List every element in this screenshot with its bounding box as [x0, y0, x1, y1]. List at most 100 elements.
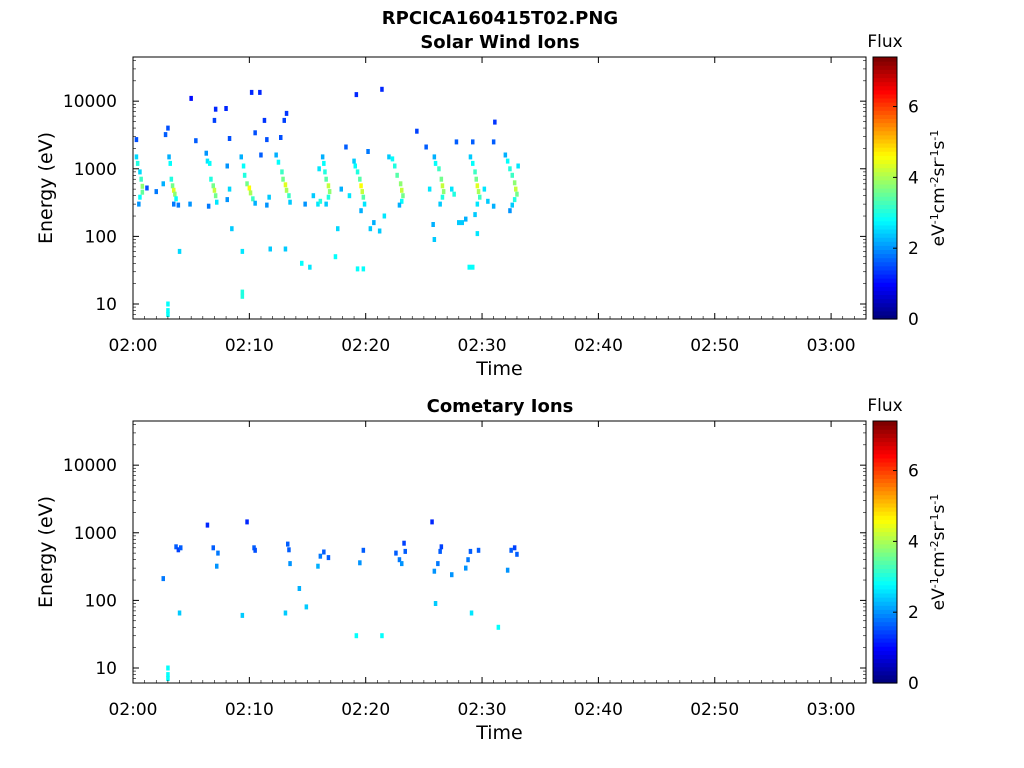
colorbar-segment: [873, 216, 897, 222]
colorbar-segment: [873, 65, 897, 70]
heatmap-cell: [323, 169, 327, 175]
heatmap-cell: [225, 197, 229, 203]
heatmap-cell: [209, 176, 213, 182]
colorbar-unit-label: eV-1cm-2sr-1s-1: [928, 130, 950, 247]
heatmap-cell: [400, 561, 404, 567]
colorbar-segment: [873, 564, 897, 569]
heatmap-cell: [353, 163, 357, 169]
heatmap-cell: [355, 266, 360, 272]
y-tick-label: 10000: [63, 92, 117, 112]
heatmap-cell: [503, 152, 508, 158]
heatmap-cell: [482, 186, 487, 192]
heatmap-cell: [372, 220, 376, 226]
colorbar-segment: [873, 273, 897, 279]
colorbar-segment: [873, 282, 897, 287]
colorbar-segment: [873, 224, 897, 230]
colorbar-segment: [873, 425, 897, 430]
heatmap-cell: [174, 196, 178, 202]
heatmap-cell: [400, 187, 404, 193]
colorbar-segment: [873, 523, 897, 529]
heatmap-cell: [286, 541, 290, 547]
colorbar-segment: [873, 625, 897, 631]
colorbar-segment: [873, 629, 897, 635]
heatmap-cell: [438, 201, 442, 207]
heatmap-cell: [167, 154, 171, 160]
y-tick-label: 100: [85, 591, 117, 611]
x-tick-label: 02:50: [690, 700, 739, 720]
colorbar-segment: [873, 633, 897, 639]
colorbar-segment: [873, 502, 897, 508]
heatmap-cell: [189, 95, 193, 101]
x-tick-label: 03:00: [807, 700, 856, 720]
heatmap-cell: [318, 198, 323, 204]
colorbar-segment: [873, 155, 897, 160]
colorbar-segment: [873, 519, 897, 524]
colorbar-segment: [873, 188, 897, 193]
heatmap-cell: [139, 176, 143, 182]
heatmap-cell: [362, 201, 367, 207]
heatmap-cell: [508, 208, 512, 214]
colorbar-segment: [873, 200, 897, 205]
colorbar-segment: [873, 654, 897, 660]
colorbar-segment: [873, 429, 897, 434]
colorbar-segment: [873, 601, 897, 606]
heatmap-cell: [326, 194, 331, 200]
x-tick-label: 03:00: [807, 336, 856, 356]
colorbar-segment: [873, 126, 897, 132]
heatmap-cell: [358, 176, 362, 182]
heatmap-cell: [464, 216, 468, 222]
heatmap-cell: [324, 201, 328, 207]
heatmap-cell: [170, 183, 175, 189]
heatmap-cell: [336, 226, 340, 232]
colorbar: 0 2 4 6 Flux eV-1cm-2sr-1s-1: [867, 32, 949, 330]
heatmap-cell: [471, 160, 475, 166]
heatmap-cell: [163, 132, 168, 138]
panel-title: Solar Wind Ions: [420, 32, 579, 53]
heatmap-cell: [135, 160, 140, 166]
y-tick-label: 10: [95, 295, 117, 315]
heatmap-cell: [380, 633, 384, 639]
colorbar-segment: [873, 302, 897, 308]
heatmap-cell: [440, 194, 445, 200]
heatmap-cell: [265, 202, 269, 208]
x-tick-label: 02:10: [225, 700, 274, 720]
heatmap-cell: [401, 193, 405, 199]
colorbar-segment: [873, 81, 897, 87]
colorbar-segment: [873, 208, 897, 214]
heatmap-cell: [427, 186, 432, 192]
colorbar-segment: [873, 666, 897, 672]
plot-area: [133, 57, 866, 319]
heatmap-cell: [471, 264, 475, 270]
heatmap-cell: [213, 106, 218, 112]
colorbar-segment: [873, 85, 897, 91]
heatmap-cell: [287, 193, 291, 199]
heatmap-cell: [166, 312, 170, 317]
colorbar-segment: [873, 543, 897, 549]
colorbar-segment: [873, 253, 897, 259]
colorbar-segment: [873, 97, 897, 103]
colorbar-title: Flux: [867, 396, 902, 416]
heatmap-cell: [241, 163, 246, 169]
colorbar-segment: [873, 249, 897, 255]
heatmap-cell: [450, 572, 454, 578]
heatmap-cell: [387, 154, 391, 160]
heatmap-cell: [402, 540, 406, 546]
colorbar-segment: [873, 457, 897, 463]
heatmap-cell: [433, 601, 438, 606]
colorbar-segment: [873, 515, 897, 520]
colorbar-segment: [873, 110, 897, 115]
heatmap-cell: [267, 194, 271, 200]
heatmap-cell: [166, 665, 170, 671]
heatmap-cell: [512, 197, 517, 203]
heatmap-cell: [177, 610, 182, 616]
heatmap-cell: [437, 166, 441, 172]
heatmap-cell: [512, 180, 517, 186]
heatmap-cell: [468, 548, 473, 554]
heatmap-cell: [308, 264, 312, 270]
colorbar-segment: [873, 637, 897, 643]
colorbar-segment: [873, 556, 897, 561]
heatmap-cell: [390, 156, 395, 162]
heatmap-cell: [505, 567, 510, 573]
heatmap-cell: [166, 125, 170, 131]
colorbar-segment: [873, 233, 897, 238]
